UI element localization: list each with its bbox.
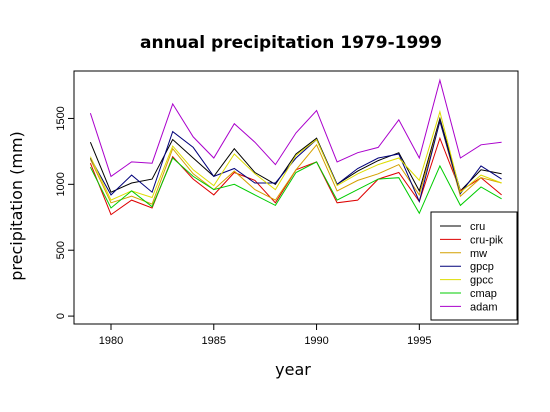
legend-label-mw: mw: [470, 248, 487, 260]
chart-title: annual precipitation 1979-1999: [140, 33, 442, 53]
x-tick-label: 1990: [304, 335, 328, 347]
y-axis: 0 500 1000 1500: [55, 106, 74, 319]
series-line-gpcp: [89, 119, 502, 204]
legend-label-cmap: cmap: [470, 288, 497, 300]
legend-label-cru: cru: [470, 221, 485, 233]
legend-label-gpcp: gpcp: [470, 261, 494, 273]
legend-label-cru-pik: cru-pik: [470, 234, 504, 246]
y-axis-label: precipitation (mm): [7, 131, 26, 281]
x-axis: 1980 1985 1990 1995: [99, 324, 432, 347]
series-line-cmap: [89, 157, 502, 215]
y-tick-label: 500: [55, 241, 67, 259]
series-lines: [89, 78, 502, 216]
series-line-adam: [89, 78, 502, 178]
legend-label-adam: adam: [470, 301, 498, 313]
series-line-mw: [89, 119, 502, 205]
x-axis-label: year: [275, 360, 311, 379]
y-tick-label: 0: [55, 313, 67, 319]
x-tick-label: 1995: [407, 335, 431, 347]
y-tick-label: 1500: [55, 106, 67, 130]
series-line-gpcc: [89, 109, 502, 201]
plot-frame: [73, 70, 519, 325]
legend-label-gpcc: gpcc: [470, 275, 494, 287]
series-line-cru: [89, 116, 502, 193]
x-tick-label: 1980: [99, 335, 123, 347]
x-tick-label: 1985: [202, 335, 226, 347]
y-tick-label: 1000: [55, 172, 67, 196]
